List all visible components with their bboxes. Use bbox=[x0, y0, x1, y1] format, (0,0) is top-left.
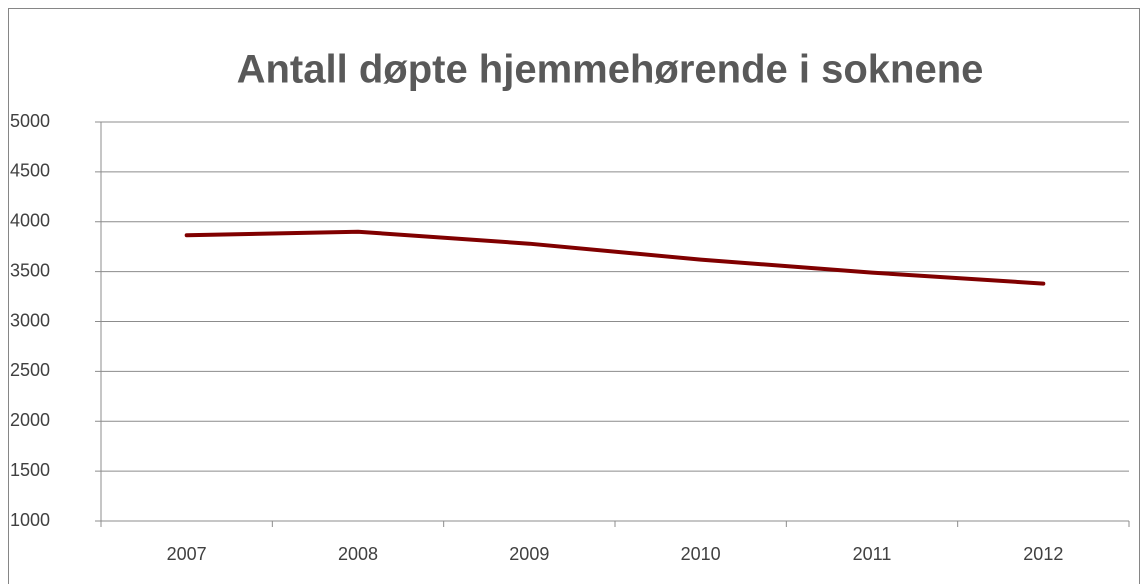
y-tick-label: 4000 bbox=[10, 211, 50, 231]
y-tick-label: 4500 bbox=[10, 161, 50, 181]
x-tick-label: 2010 bbox=[681, 544, 721, 564]
y-tick-label: 1500 bbox=[10, 460, 50, 480]
chart-title: Antall døpte hjemmehørende i soknene bbox=[237, 48, 984, 92]
y-tick-label: 1000 bbox=[10, 510, 50, 530]
y-tick-label: 3500 bbox=[10, 260, 50, 280]
x-tick-label: 2008 bbox=[338, 544, 378, 564]
y-tick-label: 5000 bbox=[10, 111, 50, 131]
data-line bbox=[184, 229, 1046, 286]
y-tick-label: 2500 bbox=[10, 360, 50, 380]
x-tick-label: 2009 bbox=[509, 544, 549, 564]
x-tick-label: 2011 bbox=[853, 544, 892, 564]
x-tick-label: 2012 bbox=[1023, 544, 1063, 564]
x-tick-label: 2007 bbox=[167, 544, 207, 564]
y-tick-label: 3000 bbox=[10, 310, 50, 330]
chart-frame bbox=[8, 8, 1140, 584]
y-tick-label: 2000 bbox=[10, 410, 50, 430]
